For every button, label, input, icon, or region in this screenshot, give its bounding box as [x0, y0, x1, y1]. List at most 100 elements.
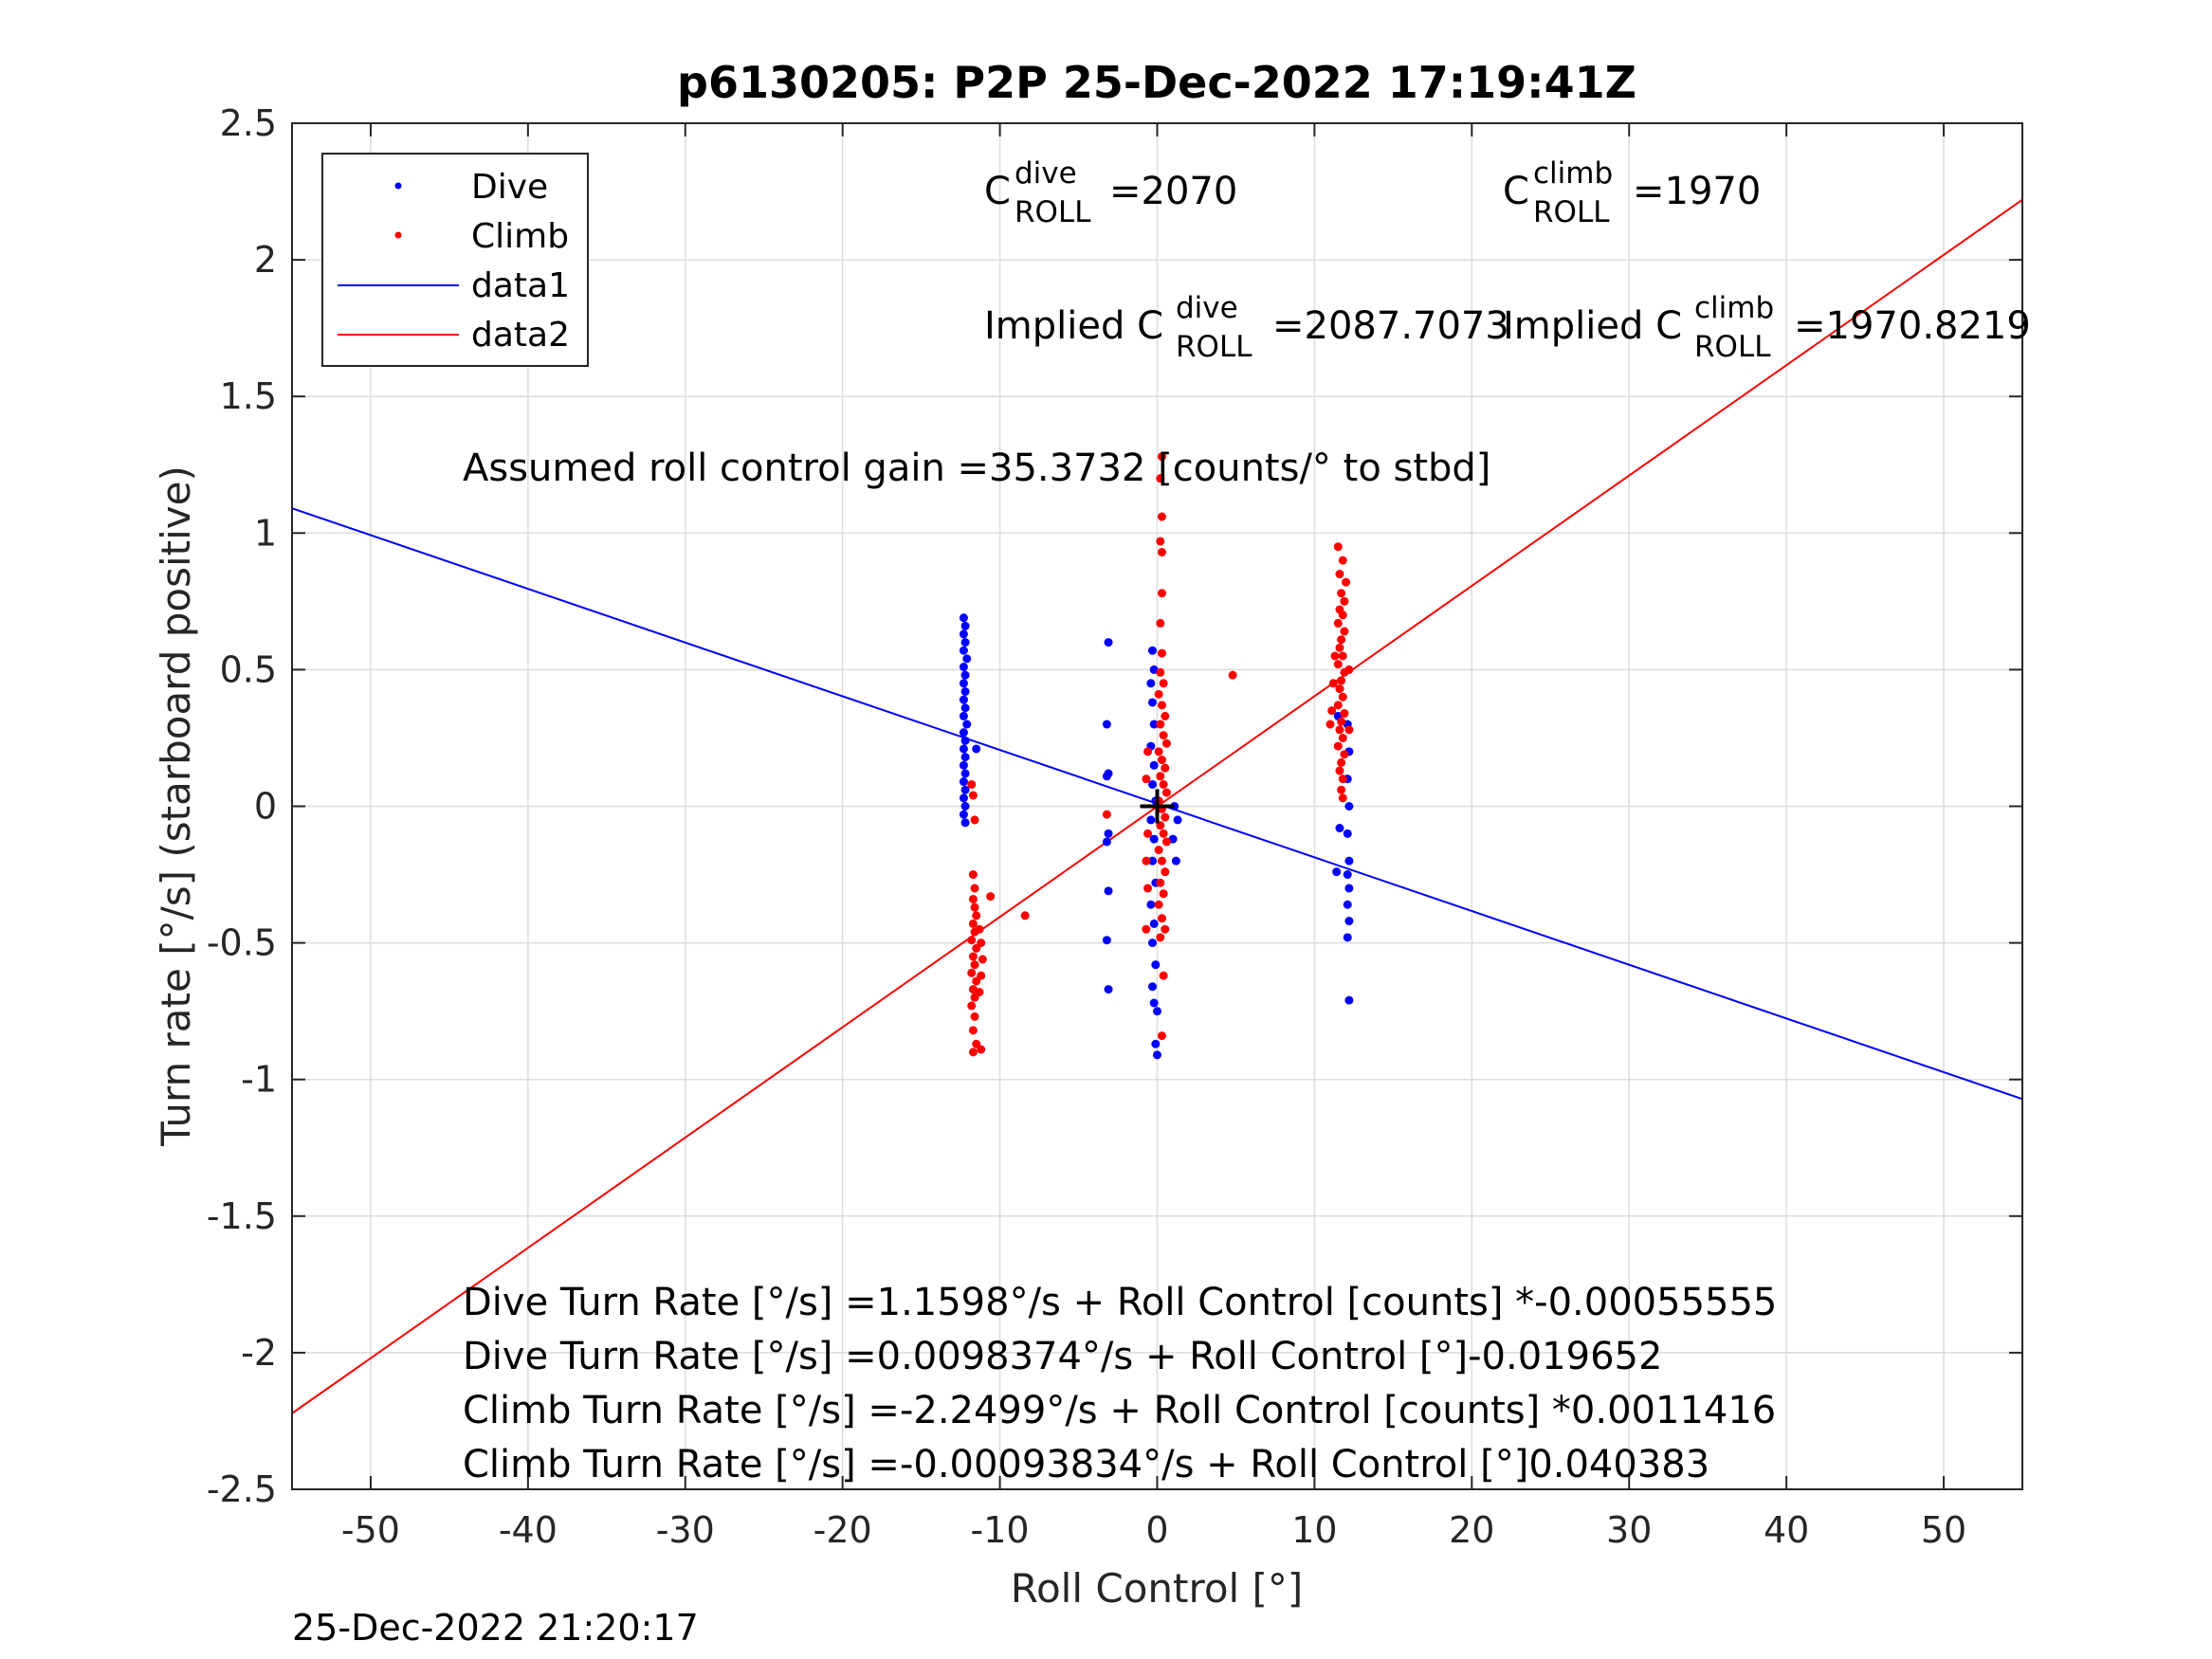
point-climb: [1154, 900, 1163, 909]
point-climb: [1142, 924, 1151, 934]
point-climb: [970, 884, 979, 893]
point-climb: [1325, 720, 1335, 729]
point-climb: [968, 791, 978, 800]
point-dive: [1148, 982, 1158, 992]
point-dive: [960, 638, 970, 647]
point-dive: [959, 810, 968, 819]
annotation-c-climb-base: C: [1503, 170, 1529, 213]
point-climb: [1156, 720, 1165, 729]
x-tick-label: -40: [499, 1509, 558, 1551]
point-climb: [1337, 635, 1346, 645]
point-dive: [1102, 837, 1111, 847]
point-climb: [1340, 596, 1349, 606]
point-climb: [1161, 763, 1170, 773]
annotation-implied-climb-value: =1970.8219: [1794, 304, 2031, 348]
x-tick-label: -30: [656, 1509, 715, 1551]
point-dive: [1149, 760, 1159, 770]
point-climb: [972, 911, 981, 921]
annotation-c-dive: C dive ROLL =2070: [984, 156, 1237, 229]
point-climb: [986, 892, 996, 902]
point-climb: [1157, 648, 1166, 658]
point-climb: [1156, 933, 1165, 942]
point-dive: [960, 621, 970, 630]
point-climb: [1161, 788, 1171, 797]
point-dive: [962, 720, 972, 729]
point-dive: [959, 711, 968, 720]
point-climb: [977, 1045, 986, 1054]
point-climb: [1157, 589, 1166, 598]
point-climb: [975, 924, 984, 934]
x-axis-label: Roll Control [°]: [1011, 1565, 1304, 1612]
point-dive: [1148, 698, 1158, 707]
footer-timestamp: 25-Dec-2022 21:20:17: [292, 1607, 699, 1649]
point-climb: [1228, 670, 1237, 680]
point-climb: [1330, 651, 1340, 661]
point-climb: [1335, 766, 1344, 775]
x-tick-label: 0: [1145, 1509, 1168, 1551]
point-dive: [960, 769, 970, 778]
point-climb: [1159, 889, 1168, 899]
legend: Dive Climb data1 data2: [321, 153, 589, 367]
point-climb: [1157, 547, 1166, 556]
annotation-fit-4: Climb Turn Rate [°/s] =-0.00093834°/s + …: [463, 1443, 1709, 1486]
point-climb: [968, 894, 978, 903]
point-climb: [968, 1048, 978, 1057]
point-climb: [1333, 660, 1343, 669]
annotation-implied-dive-sup: dive: [1176, 291, 1238, 325]
y-tick-label: -1: [241, 1059, 277, 1101]
point-climb: [1344, 665, 1354, 674]
point-climb: [1161, 711, 1170, 720]
x-tick-label: 40: [1764, 1509, 1809, 1551]
point-climb: [1143, 884, 1153, 893]
point-climb: [1335, 643, 1344, 652]
point-dive: [1149, 720, 1159, 729]
point-climb: [968, 870, 978, 880]
point-climb: [1338, 775, 1347, 784]
point-climb: [1337, 589, 1346, 598]
data-points: [959, 452, 1354, 1060]
point-dive: [959, 695, 968, 704]
x-tick-label: -10: [971, 1509, 1030, 1551]
point-dive: [1171, 856, 1180, 866]
y-tick-label: 2: [254, 239, 277, 281]
point-dive: [1344, 802, 1354, 811]
point-climb: [1337, 757, 1346, 767]
point-climb: [1143, 747, 1153, 757]
point-dive: [1344, 917, 1354, 926]
point-dive: [959, 646, 968, 655]
y-tick-label: 0.5: [220, 648, 277, 690]
annotation-fit-1: Dive Turn Rate [°/s] =1.1598°/s + Roll C…: [463, 1281, 1777, 1324]
annotation-implied-climb-sup: climb: [1694, 291, 1774, 325]
point-dive: [1104, 638, 1113, 647]
annotation-c-dive-value: =2070: [1109, 170, 1237, 213]
point-climb: [967, 936, 977, 945]
point-dive: [959, 613, 968, 623]
legend-box: [321, 153, 589, 367]
point-climb: [1142, 775, 1151, 784]
point-climb: [1159, 679, 1168, 688]
point-dive: [959, 663, 968, 672]
point-dive: [1148, 939, 1158, 948]
point-climb: [1335, 570, 1344, 579]
annotation-implied-dive-sub: ROLL: [1176, 330, 1252, 364]
point-climb: [1157, 701, 1166, 710]
point-climb: [1154, 747, 1163, 757]
point-climb: [1157, 452, 1166, 462]
point-dive: [1173, 815, 1182, 825]
point-climb: [1159, 829, 1168, 838]
legend-climb-label: Climb: [471, 217, 569, 256]
point-climb: [977, 939, 986, 948]
point-climb: [1338, 651, 1347, 661]
point-dive: [1148, 779, 1158, 789]
point-dive: [1148, 646, 1158, 655]
point-dive: [962, 654, 972, 664]
point-dive: [959, 629, 968, 639]
point-climb: [1340, 709, 1349, 719]
point-climb: [1342, 577, 1351, 587]
x-tick-label: -50: [341, 1509, 400, 1551]
annotation-implied-climb: Implied C climb ROLL =1970.8219: [1503, 291, 2031, 364]
point-dive: [1343, 870, 1352, 880]
point-climb: [1157, 856, 1166, 866]
point-dive: [959, 744, 968, 754]
